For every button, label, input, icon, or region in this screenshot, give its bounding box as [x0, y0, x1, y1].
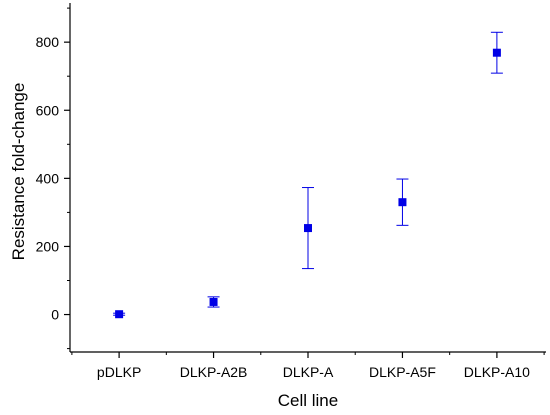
x-tick-label: DLKP-A5F: [369, 364, 436, 380]
data-points: [115, 48, 501, 319]
data-point: [492, 48, 501, 57]
y-tick-label: 0: [51, 307, 59, 323]
y-tick-label: 800: [36, 34, 60, 50]
y-axis-ticks: 0 200 400 600 800: [36, 7, 70, 350]
x-tick-label: DLKP-A2B: [180, 364, 248, 380]
x-axis-ticks: pDLKP DLKP-A2B DLKP-A DLKP-A5F DLKP-A10: [71, 352, 545, 380]
data-point: [304, 224, 312, 233]
x-tick-label: DLKP-A: [283, 364, 334, 380]
data-point: [398, 198, 407, 207]
y-axis-title: Resistance fold-change: [9, 83, 28, 261]
data-point: [115, 310, 124, 319]
y-tick-label: 200: [36, 238, 60, 254]
error-bars: [113, 31, 503, 316]
x-axis-title: Cell line: [278, 391, 338, 410]
y-tick-label: 400: [36, 170, 60, 186]
y-tick-label: 600: [36, 102, 60, 118]
x-tick-label: pDLKP: [97, 364, 141, 380]
data-point: [209, 297, 218, 306]
x-tick-label: DLKP-A10: [464, 364, 530, 380]
